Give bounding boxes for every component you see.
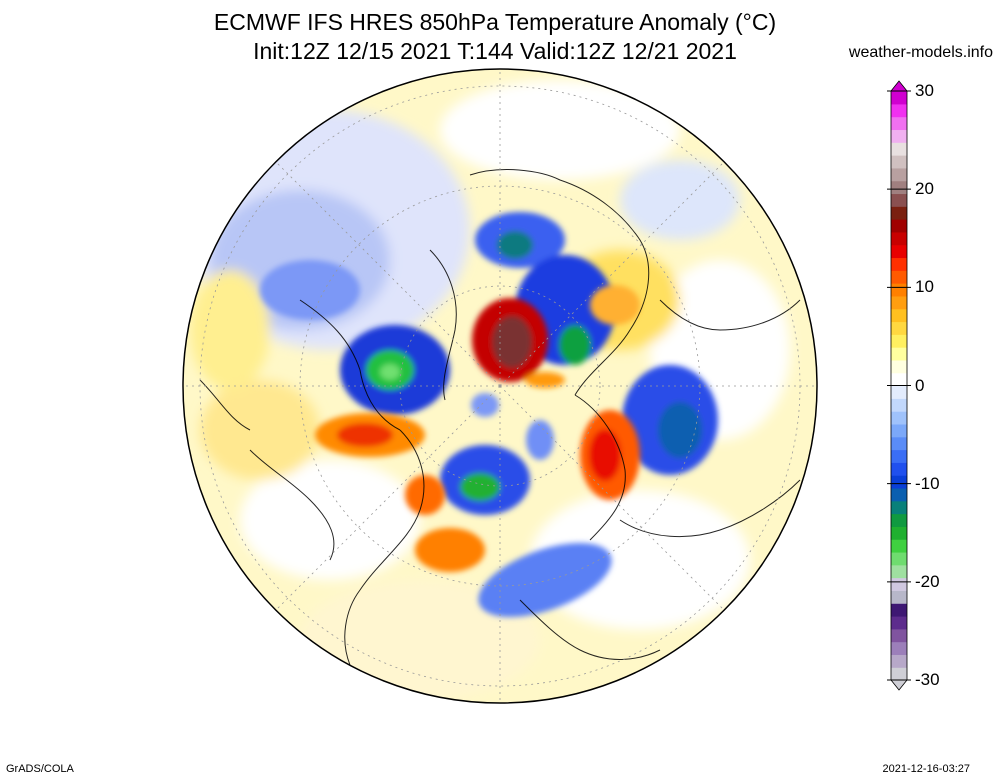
colorbar-segment xyxy=(891,257,907,271)
colorbar-segment xyxy=(891,667,907,681)
footer-software: GrADS/COLA xyxy=(6,763,74,775)
colorbar-segment xyxy=(891,615,907,630)
colorbar-segment xyxy=(891,526,907,540)
colorbar-segment xyxy=(891,347,907,361)
colorbar-segment xyxy=(891,462,907,476)
colorbar-segment xyxy=(891,564,907,579)
colorbar-segment xyxy=(891,398,907,412)
colorbar-tick-label: 0 xyxy=(915,375,925,395)
map-boundary xyxy=(182,68,818,704)
colorbar-segment xyxy=(891,551,907,566)
colorbar-segment xyxy=(891,603,907,617)
colorbar-tick-label: -10 xyxy=(915,473,940,493)
colorbar-tick-label: -30 xyxy=(915,670,940,689)
colorbar-segment xyxy=(891,487,907,502)
colorbar-segment xyxy=(891,590,907,604)
colorbar-segment xyxy=(891,628,907,643)
colorbar-segment xyxy=(891,231,907,246)
colorbar-segment xyxy=(891,359,907,374)
colorbar-segment xyxy=(891,334,907,348)
colorbar-segment xyxy=(891,539,907,553)
graticule xyxy=(183,69,817,703)
colorbar-segment xyxy=(891,91,907,105)
colorbar-segment xyxy=(891,411,907,425)
colorbar-segment xyxy=(891,206,907,220)
colorbar-segment xyxy=(891,103,907,118)
colorbar-segment xyxy=(891,654,907,668)
source-credit: weather-models.info xyxy=(848,44,993,61)
colorbar-segment xyxy=(891,155,907,169)
colorbar-segment xyxy=(891,500,907,515)
colorbar-segment xyxy=(891,244,907,259)
colorbar-segment xyxy=(891,577,907,591)
colorbar-tick-label: 20 xyxy=(915,179,934,199)
colorbar-segments xyxy=(891,91,907,681)
colorbar-segment xyxy=(891,167,907,182)
colorbar-segment xyxy=(891,270,907,284)
colorbar-tick-label: 10 xyxy=(915,277,934,297)
colorbar-segment xyxy=(891,321,907,335)
colorbar-segment xyxy=(891,641,907,655)
colorbar-segment xyxy=(891,372,907,387)
colorbar-segment xyxy=(891,295,907,310)
colorbar-segment xyxy=(891,142,907,156)
colorbar-tick-label: 30 xyxy=(915,81,934,100)
colorbar-segment xyxy=(891,385,907,399)
colorbar-segment xyxy=(891,219,907,233)
colorbar-segment xyxy=(891,513,907,527)
footer-timestamp: 2021-12-16-03:27 xyxy=(882,763,970,775)
colorbar-segment xyxy=(891,283,907,297)
colorbar-top-arrow xyxy=(890,80,908,92)
colorbar-segment xyxy=(891,180,907,195)
colorbar-segment xyxy=(891,193,907,207)
colorbar-segment xyxy=(891,116,907,131)
colorbar-bottom-arrow xyxy=(890,679,908,691)
colorbar-segment xyxy=(891,475,907,489)
map-title-line1: ECMWF IFS HRES 850hPa Temperature Anomal… xyxy=(213,9,777,35)
coastlines xyxy=(199,169,801,666)
colorbar-segment xyxy=(891,129,907,143)
map-title-line2: Init:12Z 12/15 2021 T:144 Valid:12Z 12/2… xyxy=(253,38,737,64)
colorbar-segment xyxy=(891,308,907,323)
colorbar-segment xyxy=(891,436,907,451)
colorbar-segment xyxy=(891,449,907,463)
colorbar-segment xyxy=(891,423,907,438)
colorbar-tick-label: -20 xyxy=(915,571,940,591)
